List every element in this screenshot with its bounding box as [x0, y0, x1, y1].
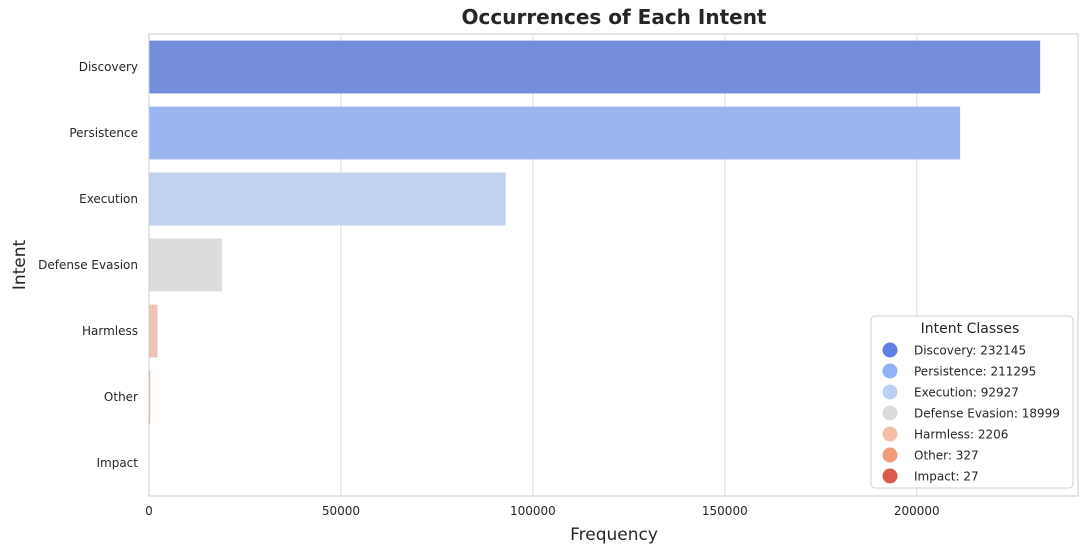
legend-box — [870, 315, 1074, 489]
legend-marker — [882, 384, 898, 400]
bar-discovery — [149, 40, 1041, 94]
legend-marker — [882, 447, 898, 463]
x-tick-label: 200000 — [894, 504, 940, 518]
bar-execution — [149, 172, 506, 226]
x-axis-label: Frequency — [570, 525, 658, 545]
bar-persistence — [149, 106, 961, 160]
y-tick-label: Execution — [79, 192, 138, 206]
y-tick-label: Persistence — [69, 126, 138, 140]
plot-frame — [148, 33, 1079, 497]
bars — [149, 40, 1041, 490]
chart-title: Occurrences of Each Intent — [462, 5, 767, 29]
legend-entry-label: Execution: 92927 — [914, 386, 1019, 400]
legend-entry-label: Impact: 27 — [914, 470, 979, 484]
y-axis-label: Intent — [10, 239, 30, 290]
y-tick-labels: Discovery Persistence Execution Defense Eva… — [38, 60, 138, 470]
x-tick-label: 0 — [145, 504, 153, 518]
legend-title: Intent Classes — [921, 321, 1020, 337]
legend: Intent Classes Discovery: 232145 Persiste… — [870, 315, 1074, 489]
legend-marker — [882, 468, 898, 484]
legend-entry-label: Other: 327 — [914, 449, 979, 463]
legend-entry-label: Discovery: 232145 — [914, 344, 1026, 358]
y-tick-label: Discovery — [79, 60, 138, 74]
y-tick-label: Defense Evasion — [38, 258, 138, 272]
legend-entry-label: Persistence: 211295 — [914, 365, 1036, 379]
x-tick-label: 100000 — [510, 504, 556, 518]
x-tick-label: 150000 — [702, 504, 748, 518]
bar-harmless — [149, 304, 158, 358]
legend-marker — [882, 426, 898, 442]
bar-defense-evasion — [149, 238, 222, 292]
x-tick-label: 50000 — [322, 504, 360, 518]
legend-marker — [882, 405, 898, 421]
y-tick-label: Harmless — [82, 324, 138, 338]
bar-other — [149, 370, 151, 424]
legend-marker — [882, 342, 898, 358]
x-tick-labels: 0 50000 100000 150000 200000 — [145, 504, 939, 518]
legend-items: Discovery: 232145 Persistence: 211295 Exec… — [882, 342, 1060, 484]
y-tick-label: Other — [104, 390, 138, 404]
y-tick-label: Impact — [96, 456, 138, 470]
legend-entry-label: Defense Evasion: 18999 — [914, 407, 1060, 421]
legend-entry-label: Harmless: 2206 — [914, 428, 1008, 442]
legend-marker — [882, 363, 898, 379]
grid-lines — [340, 34, 918, 496]
